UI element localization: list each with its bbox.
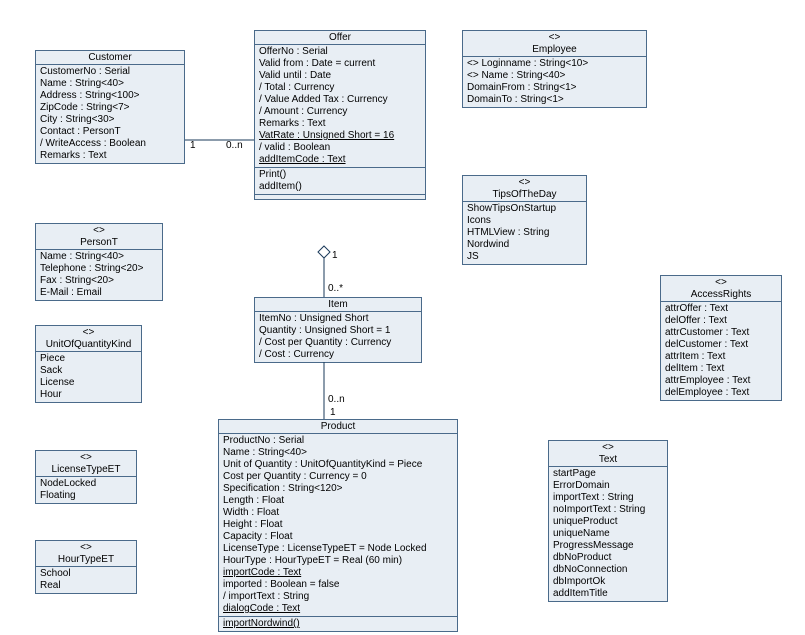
class-title: Employee: [463, 43, 646, 57]
class-attrs: PieceSackLicenseHour: [36, 352, 141, 402]
class-title: LicenseTypeET: [36, 463, 136, 477]
class-stereotype: <>: [36, 451, 136, 463]
class-stereotype: <>: [36, 224, 162, 236]
mult-label: 0..*: [328, 283, 343, 294]
class-stereotype: <>: [549, 441, 667, 453]
class-stereotype: <>: [463, 31, 646, 43]
class-stereotype: <>: [36, 326, 141, 338]
class-attrs: Name : String<40>Telephone : String<20>F…: [36, 250, 162, 300]
diamond-icon: [318, 246, 330, 258]
class-item: Item ItemNo : Unsigned ShortQuantity : U…: [254, 297, 422, 363]
class-employee: <> Employee <> Loginname : String<10><> …: [462, 30, 647, 108]
mult-label: 1: [190, 140, 196, 151]
class-attrs: startPageErrorDomainimportText : Stringn…: [549, 467, 667, 601]
class-product: Product ProductNo : SerialName : String<…: [218, 419, 458, 632]
class-attrs: <> Loginname : String<10><> Name : Strin…: [463, 57, 646, 107]
class-attrs: OfferNo : SerialValid from : Date = curr…: [255, 45, 425, 168]
class-title: Offer: [255, 31, 425, 45]
class-title: HourTypeET: [36, 553, 136, 567]
class-stereotype: <>: [36, 541, 136, 553]
mult-label: 1: [330, 407, 336, 418]
class-title: Item: [255, 298, 421, 312]
class-title: Text: [549, 453, 667, 467]
class-tips: <> TipsOfTheDay ShowTipsOnStartupIconsHT…: [462, 175, 587, 265]
class-attrs: ProductNo : SerialName : String<40>Unit …: [219, 434, 457, 617]
class-attrs: NodeLockedFloating: [36, 477, 136, 503]
class-ops: Print()addItem(): [255, 168, 425, 195]
class-ops: importNordwind(): [219, 617, 457, 631]
class-title: UnitOfQuantityKind: [36, 338, 141, 352]
class-attrs: CustomerNo : SerialName : String<40>Addr…: [36, 65, 184, 163]
class-empty: [255, 195, 425, 199]
class-title: Product: [219, 420, 457, 434]
class-attrs: SchoolReal: [36, 567, 136, 593]
mult-label: 1: [332, 250, 338, 261]
class-persont: <> PersonT Name : String<40>Telephone : …: [35, 223, 163, 301]
class-unitofqty: <> UnitOfQuantityKind PieceSackLicenseHo…: [35, 325, 142, 403]
class-offer: Offer OfferNo : SerialValid from : Date …: [254, 30, 426, 200]
class-stereotype: <>: [463, 176, 586, 188]
class-licensetype: <> LicenseTypeET NodeLockedFloating: [35, 450, 137, 504]
class-text: <> Text startPageErrorDomainimportText :…: [548, 440, 668, 602]
class-hourtype: <> HourTypeET SchoolReal: [35, 540, 137, 594]
class-title: Customer: [36, 51, 184, 65]
class-customer: Customer CustomerNo : SerialName : Strin…: [35, 50, 185, 164]
mult-label: 0..n: [328, 394, 345, 405]
mult-label: 0..n: [226, 140, 243, 151]
class-attrs: ShowTipsOnStartupIconsHTMLView : StringN…: [463, 202, 586, 264]
class-title: TipsOfTheDay: [463, 188, 586, 202]
class-attrs: attrOffer : TextdelOffer : TextattrCusto…: [661, 302, 781, 400]
class-title: PersonT: [36, 236, 162, 250]
class-accessrights: <> AccessRights attrOffer : TextdelOffer…: [660, 275, 782, 401]
class-attrs: ItemNo : Unsigned ShortQuantity : Unsign…: [255, 312, 421, 362]
class-title: AccessRights: [661, 288, 781, 302]
class-stereotype: <>: [661, 276, 781, 288]
